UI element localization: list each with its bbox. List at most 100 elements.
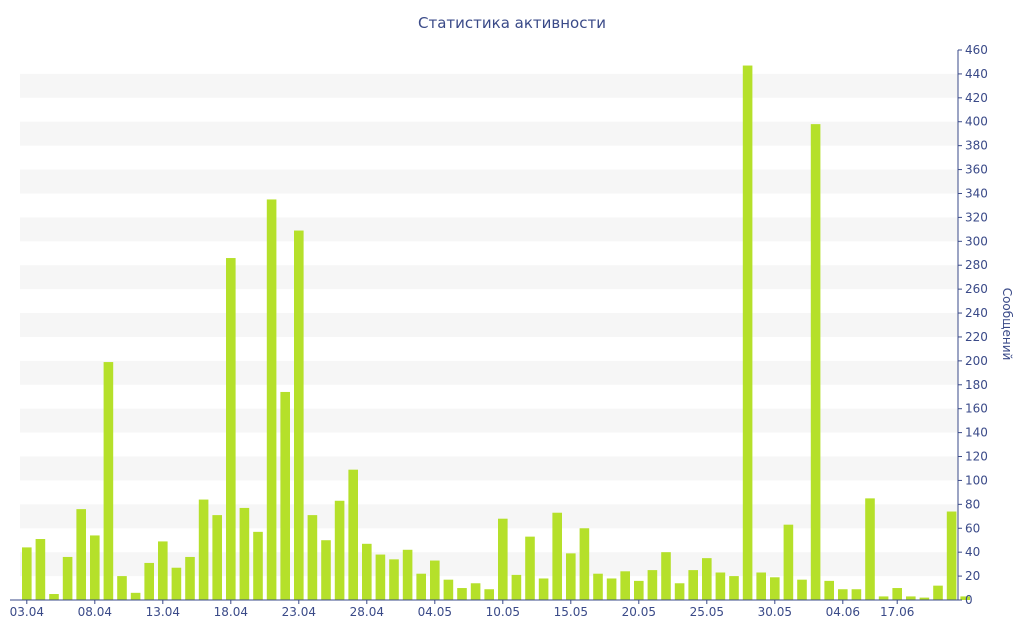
grid-band: [20, 456, 958, 481]
bar: [946, 511, 957, 600]
bar: [35, 539, 46, 600]
x-tick-label: 04.06: [826, 605, 860, 619]
bar: [634, 580, 644, 600]
bar: [511, 574, 522, 600]
y-tick-label: 380: [965, 139, 988, 153]
y-tick-label: 200: [965, 354, 988, 368]
bar: [130, 592, 141, 600]
x-tick-label: 18.04: [214, 605, 248, 619]
y-tick-label: 160: [965, 402, 988, 416]
x-tick-label: 10.05: [486, 605, 520, 619]
y-tick-label: 120: [965, 450, 988, 464]
bar: [647, 570, 658, 600]
grid-band: [20, 408, 958, 433]
grid-band: [20, 121, 958, 146]
bar: [525, 536, 535, 600]
bar: [402, 549, 413, 600]
bar: [76, 509, 86, 600]
bar: [484, 589, 494, 600]
bar: [810, 124, 821, 600]
bar: [226, 258, 236, 600]
y-tick-label: 140: [965, 426, 988, 440]
grid-band: [20, 217, 958, 242]
y-tick-label: 240: [965, 306, 988, 320]
bars: [22, 65, 970, 601]
x-tick-label: 25.05: [690, 605, 724, 619]
y-tick-label: 0: [965, 593, 973, 607]
bar: [239, 507, 250, 600]
y-tick-label: 440: [965, 67, 988, 81]
bar: [334, 500, 345, 600]
bar: [212, 515, 222, 600]
y-tick-label: 280: [965, 258, 988, 272]
bar: [443, 579, 454, 600]
bar: [498, 518, 508, 600]
x-tick-label: 30.05: [758, 605, 792, 619]
bar: [375, 554, 386, 600]
y-tick-label: 400: [965, 115, 988, 129]
bar: [797, 579, 807, 600]
x-tick-label: 08.04: [78, 605, 112, 619]
bar: [702, 558, 712, 600]
y-tick-label: 20: [965, 569, 980, 583]
grid-band: [20, 504, 958, 529]
y-tick-label: 220: [965, 330, 988, 344]
y-tick-label: 460: [965, 43, 988, 57]
bar: [593, 573, 603, 600]
bar: [538, 578, 549, 600]
x-tick-label: 13.04: [146, 605, 180, 619]
bar: [62, 556, 73, 600]
bar: [253, 531, 263, 600]
bar: [49, 594, 59, 600]
grid-band: [20, 169, 958, 194]
bar: [22, 547, 32, 600]
bar: [688, 570, 698, 600]
bar: [579, 528, 590, 600]
grid-band: [20, 265, 958, 290]
bar: [144, 562, 154, 600]
y-axis: 0 20 40 60 80 100 120 140 160 180 200 220 240 260 280 3…: [957, 43, 988, 607]
bar: [865, 498, 875, 600]
bar: [430, 560, 440, 600]
bar: [470, 583, 481, 600]
bar: [742, 65, 753, 601]
chart-title: Статистика активности: [418, 14, 606, 32]
bar: [770, 577, 780, 600]
bar: [783, 524, 794, 600]
bar: [606, 578, 617, 600]
bar: [280, 391, 290, 600]
y-tick-label: 80: [965, 497, 980, 511]
grid-band: [20, 73, 958, 98]
bar: [838, 589, 848, 600]
y-tick-label: 320: [965, 210, 988, 224]
bar: [933, 585, 943, 600]
bar: [620, 571, 630, 600]
grid-band: [20, 360, 958, 385]
bar: [824, 580, 834, 600]
x-tick-label: 04.05: [418, 605, 452, 619]
y-tick-label: 340: [965, 186, 988, 200]
bar: [103, 362, 114, 600]
bar: [878, 596, 889, 600]
bar: [321, 540, 331, 600]
bar: [294, 230, 304, 601]
y-tick-label: 420: [965, 91, 988, 105]
x-tick-label: 20.05: [622, 605, 656, 619]
bar: [158, 541, 168, 600]
bar: [198, 499, 209, 600]
bar: [756, 572, 766, 600]
bar: [416, 573, 426, 600]
bar: [307, 515, 318, 600]
bar: [185, 556, 195, 600]
bar: [362, 543, 372, 600]
bar: [892, 588, 902, 600]
y-tick-label: 360: [965, 163, 988, 177]
grid-band: [20, 313, 958, 337]
bar: [919, 597, 930, 600]
bar: [389, 559, 399, 600]
x-tick-label: 28.04: [350, 605, 384, 619]
bar: [661, 552, 671, 600]
y-tick-label: 180: [965, 378, 988, 392]
y-tick-label: 60: [965, 521, 980, 535]
bar: [906, 596, 916, 600]
